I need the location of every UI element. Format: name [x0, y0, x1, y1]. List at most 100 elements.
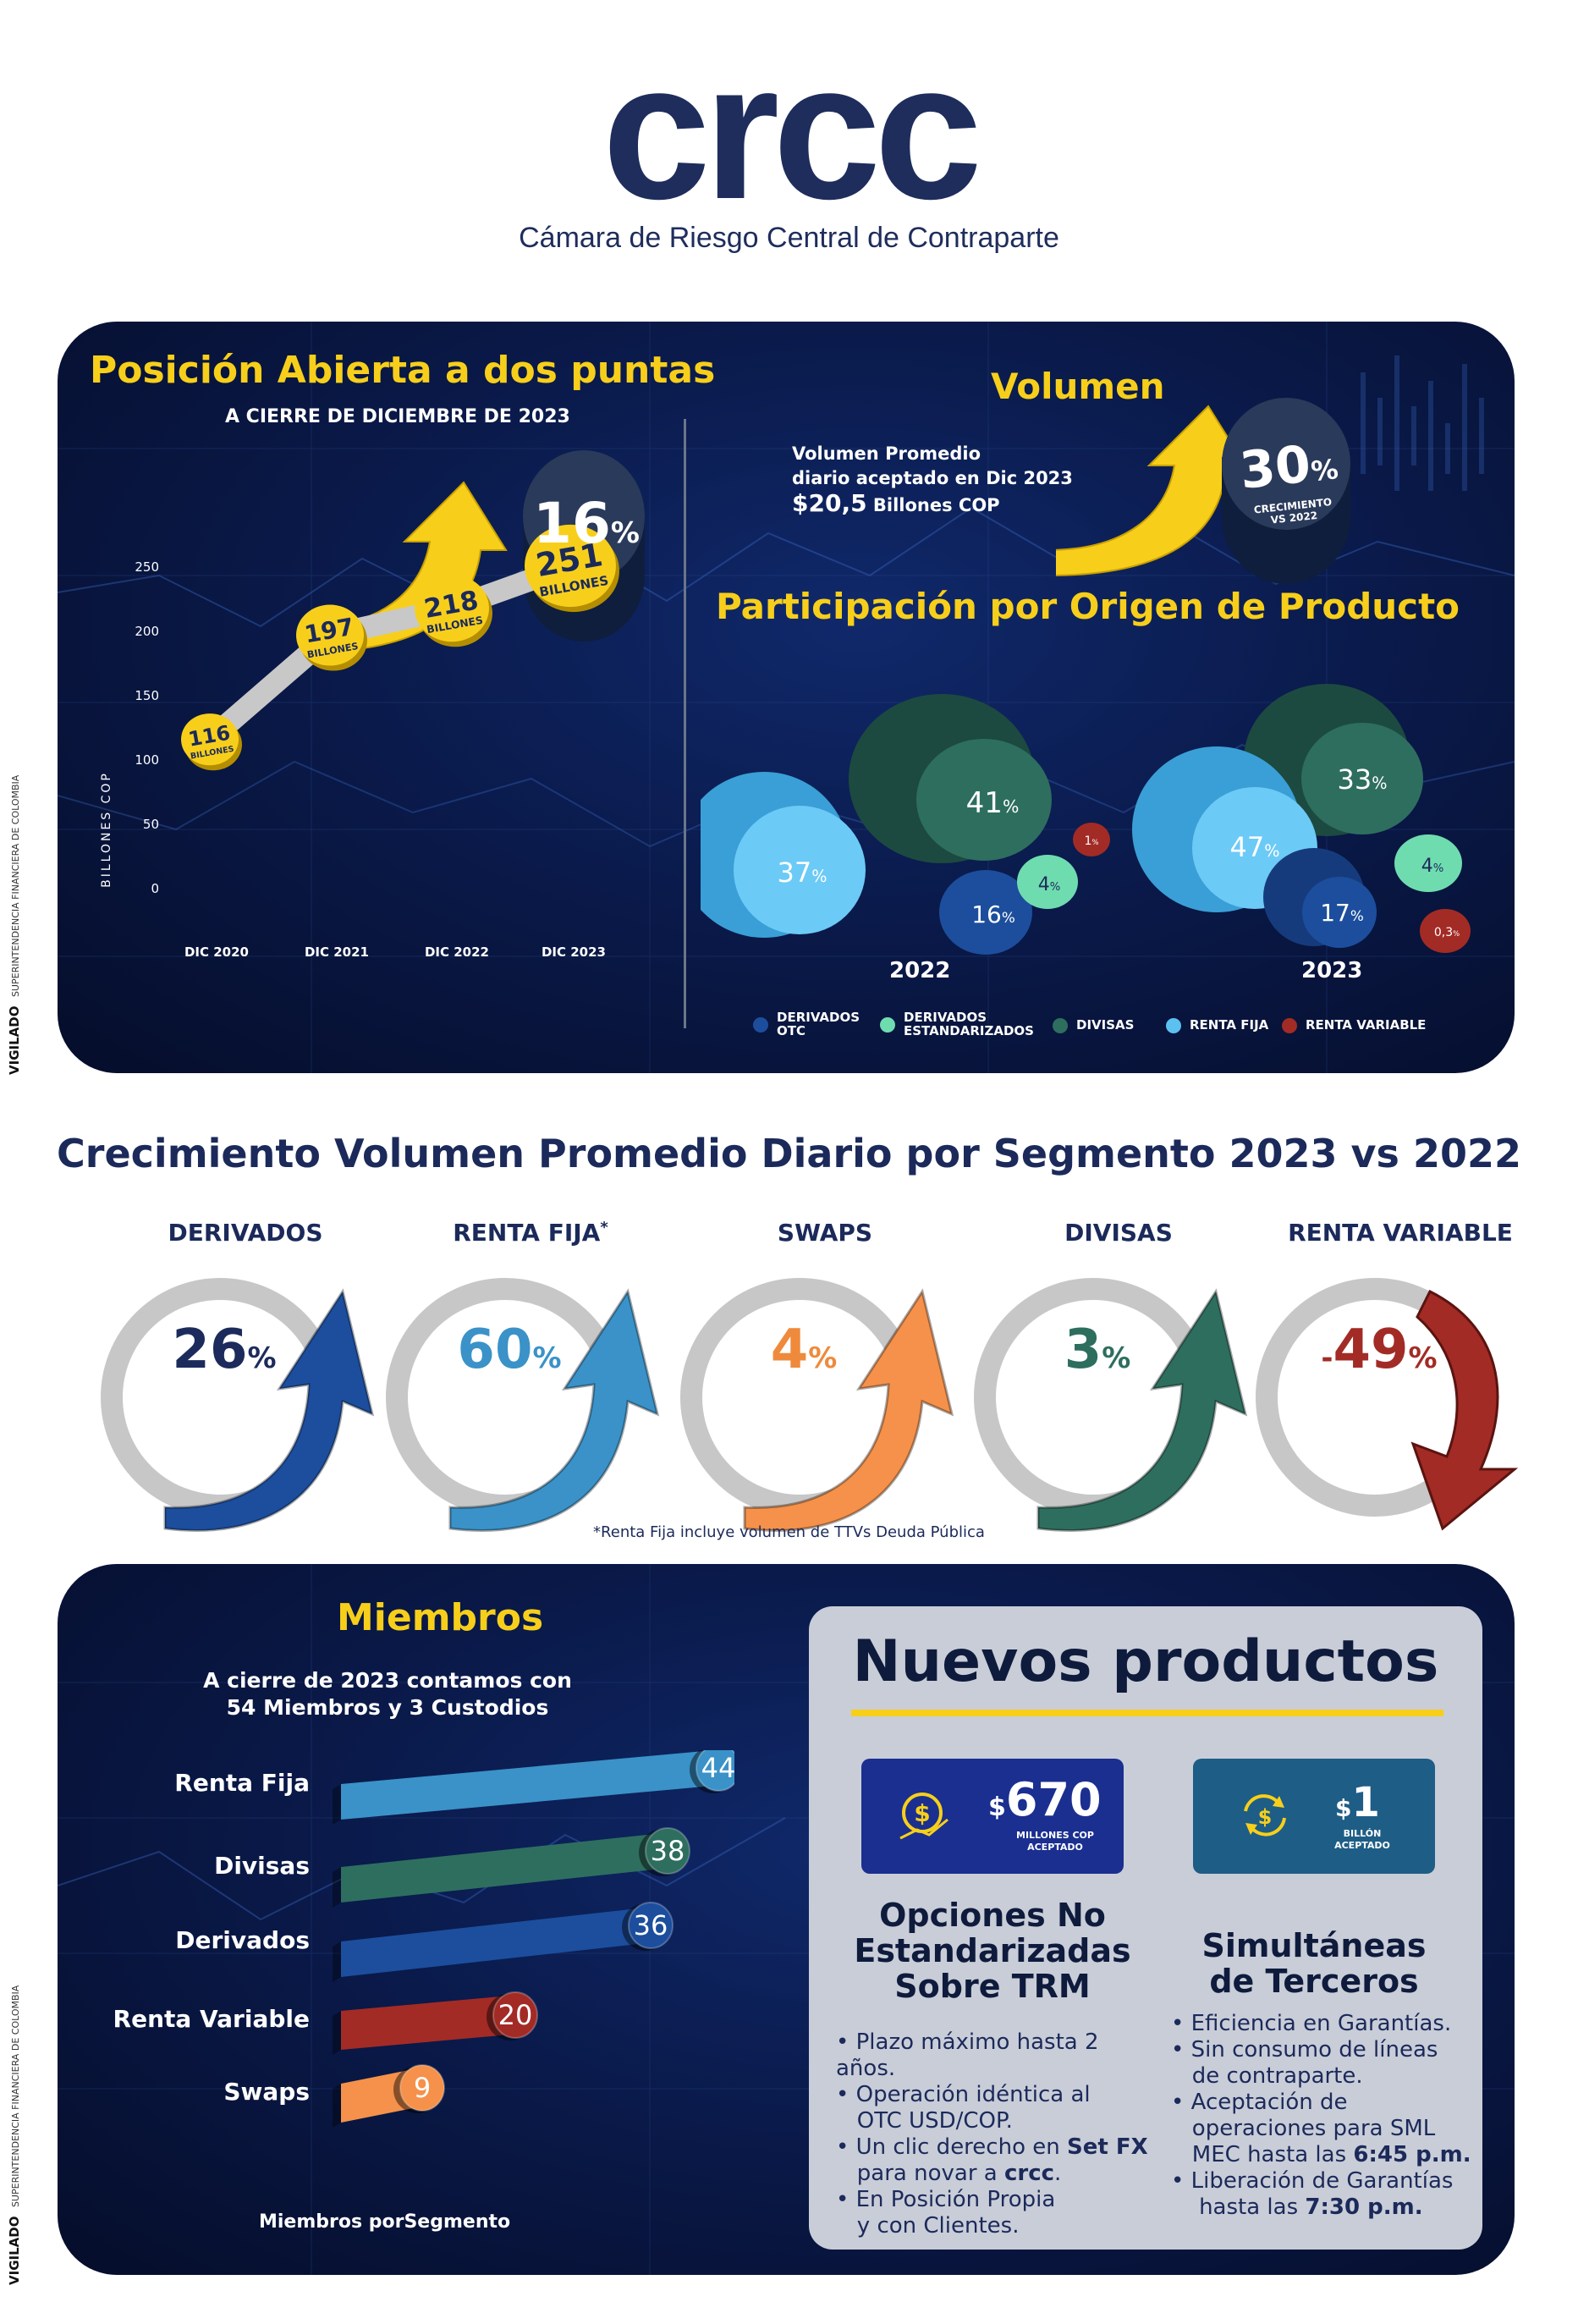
legend-dot-renta-fija [1166, 1018, 1181, 1033]
member-bar-value: 20 [498, 1999, 533, 2031]
y-tick-label: 100 [135, 752, 159, 768]
segment-title-renta-fija: RENTA FIJA* [453, 1219, 608, 1247]
segment-title-derivados: DERIVADOS [168, 1219, 323, 1247]
product2-card: $ $1 BILLÓN ACEPTADO [1193, 1759, 1435, 1874]
participation-bubbles: 41% 37% 16% 4% 1% 33% 47% 17% 4% 0,3% [701, 684, 1471, 955]
members-title: Miembros [337, 1596, 544, 1639]
title-underline [851, 1710, 1443, 1716]
label-divisas-2022: 41% [966, 786, 1020, 820]
product1-amount: $670 [988, 1773, 1102, 1826]
label-renta-variable-2022: 1% [1085, 834, 1099, 848]
growth-arrow-icon [311, 481, 508, 653]
segment-gauge [386, 1278, 660, 1532]
members-bar-chart: 44 38 36 20 9 [333, 1750, 734, 2128]
year-label-2022: 2022 [889, 958, 951, 983]
member-label-divisas: Divisas [214, 1852, 310, 1880]
y-tick-label: 50 [143, 817, 159, 832]
legend-dot-otc [753, 1016, 768, 1033]
segments-footnote: *Renta Fija incluye volumen de TTVs Deud… [593, 1523, 985, 1541]
product1-bullet-3: • Un clic derecho en Set FX para novar a… [836, 2134, 1148, 2186]
label-divisas-2023: 33% [1338, 763, 1388, 796]
legend-renta-variable: RENTA VARIABLE [1282, 1018, 1426, 1033]
new-products-box: Nuevos productos $ $670 MILLONES COP ACEP… [809, 1606, 1482, 2250]
segments-title: Crecimiento Volumen Promedio Diario por … [57, 1131, 1521, 1176]
member-label-renta-fija: Renta Fija [174, 1769, 310, 1797]
product2-bullet-3: • Aceptación de operaciones para SML MEC… [1171, 2090, 1471, 2167]
vigilado-watermark-bottom: VIGILADO SUPERINTENDENCIA FINANCIERA DE … [7, 1985, 22, 2285]
bubble-renta-variable-2023 [1420, 909, 1471, 953]
legend-estandarizados: DERIVADOS ESTANDARIZADOS [880, 1011, 1034, 1038]
x-tick-label: DIC 2023 [542, 944, 606, 960]
year-label-2023: 2023 [1301, 958, 1363, 983]
member-bar-renta-fija: 44 [333, 1750, 734, 1825]
bubble-divisas-2022 [849, 694, 1052, 863]
volume-text: Volumen Promedio diario aceptado en Dic … [792, 443, 1073, 517]
member-bar-derivados: 36 [333, 1902, 674, 1982]
volume-growth-value: 30% CRECIMIENTO VS 2022 [1236, 434, 1340, 526]
product1-bullet-4: • En Posición Propia y con Clientes. [836, 2187, 1056, 2239]
open-position-chart: 0 50 100 150 200 250 BILLONES COP 116BILLONES… [100, 450, 645, 960]
segment-title-renta-variable: RENTA VARIABLE [1288, 1219, 1513, 1247]
volume-arrow-icon [1056, 405, 1252, 576]
members-text: A cierre de 2023 contamos con 54 Miembro… [203, 1668, 572, 1720]
panel-divider [684, 419, 686, 1028]
member-bar-value: 38 [651, 1835, 685, 1867]
product1-bullets: • Plazo máximo hasta 2 años. • Operación… [836, 2029, 1157, 2239]
open-position-subtitle: A CIERRE DE DICIEMBRE DE 2023 [225, 406, 570, 427]
legend-dot-renta-variable [1282, 1018, 1297, 1033]
segment-growth-value: -49% [1321, 1319, 1438, 1381]
member-bar-value: 36 [634, 1909, 668, 1941]
product2-bullet-4: • Liberación de Garantías hasta las 7:30… [1171, 2168, 1454, 2220]
segment-gauge [101, 1278, 375, 1532]
member-label-derivados: Derivados [175, 1926, 310, 1954]
member-bar-value: 9 [414, 2072, 431, 2104]
x-tick-label: DIC 2022 [425, 944, 489, 960]
segment-growth-value: 3% [1064, 1319, 1131, 1381]
segment-gauge [974, 1278, 1248, 1532]
product1-bullet-1: • Plazo máximo hasta 2 años. [836, 2029, 1099, 2081]
product1-card: $ $670 MILLONES COP ACEPTADO [861, 1759, 1124, 1874]
y-tick-label: 200 [135, 624, 159, 639]
product1-name: Opciones No Estandarizadas Sobre TRM [854, 1897, 1131, 2005]
bubble-otc-2023 [1263, 848, 1377, 948]
bottom-panel: Miembros A cierre de 2023 contamos con 5… [58, 1564, 1515, 2275]
crcc-logo: crcc [602, 22, 982, 240]
product2-bullets: • Eficiencia en Garantías. • Sin consumo… [1171, 2011, 1476, 2221]
y-tick-label: 0 [151, 881, 159, 896]
segment-growth-value: 4% [770, 1319, 838, 1381]
segment-title-divisas: DIVISAS [1064, 1219, 1173, 1247]
segment-growth-value: 60% [457, 1319, 562, 1381]
member-label-swaps: Swaps [223, 2078, 310, 2106]
member-bar-value: 44 [701, 1752, 734, 1784]
up-arrow-icon [743, 1288, 954, 1532]
label-estandarizados-2022: 4% [1038, 874, 1061, 895]
open-position-title: Posición Abierta a dos puntas [90, 349, 716, 392]
segment-gauge [680, 1278, 954, 1532]
participation-title: Participación por Origen de Producto [716, 586, 1460, 627]
logo-subtitle: Cámara de Riesgo Central de Contraparte [519, 222, 1059, 254]
product2-bullet-2: • Sin consumo de líneas de contraparte. [1171, 2037, 1438, 2089]
volume-title: Volumen [991, 366, 1165, 407]
bubble-renta-fija-2022 [701, 772, 866, 938]
bubble-renta-variable-2022 [1073, 823, 1110, 856]
up-arrow-icon [163, 1288, 375, 1532]
bubble-otc-2022 [939, 870, 1032, 955]
svg-text:$: $ [914, 1799, 930, 1827]
exchange-dollar-icon: $ [1244, 1794, 1286, 1837]
x-tick-label: DIC 2021 [305, 944, 369, 960]
segment-title-swaps: SWAPS [777, 1219, 873, 1247]
legend-dot-estandarizados [880, 1016, 895, 1033]
legend-renta-fija: RENTA FIJA [1166, 1018, 1268, 1033]
product2-name: Simultáneas de Terceros [1201, 1927, 1427, 2000]
label-renta-fija-2023: 47% [1230, 831, 1280, 863]
y-tick-label: 250 [135, 559, 159, 575]
vigilado-watermark-top: VIGILADO SUPERINTENDENCIA FINANCIERA DE … [7, 774, 22, 1075]
svg-text:$: $ [1258, 1805, 1273, 1829]
x-tick-label: DIC 2020 [184, 944, 249, 960]
dollar-growth-icon: $ [899, 1793, 948, 1840]
product2-bullet-1: • Eficiencia en Garantías. [1171, 2011, 1452, 2036]
product2-unit: BILLÓN ACEPTADO [1334, 1828, 1390, 1851]
